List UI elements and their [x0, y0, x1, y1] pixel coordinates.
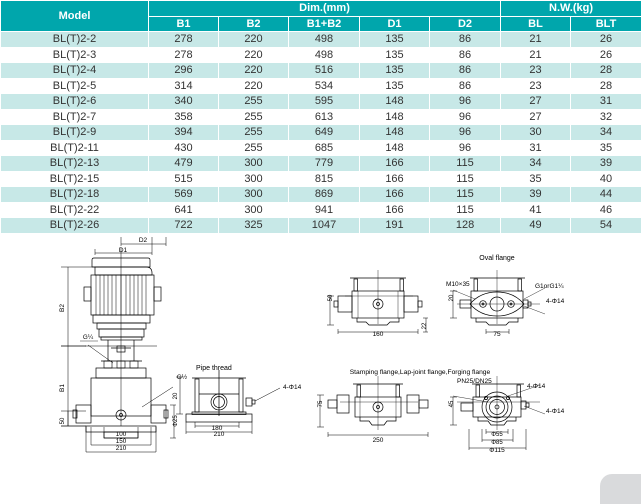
svg-text:160: 160 — [373, 331, 384, 338]
svg-text:Φ115: Φ115 — [489, 447, 505, 454]
svg-text:150: 150 — [116, 438, 127, 445]
svg-text:G½: G½ — [177, 373, 188, 381]
svg-text:20: 20 — [449, 294, 455, 301]
svg-text:B2: B2 — [59, 304, 66, 312]
svg-text:Φ85: Φ85 — [491, 440, 503, 446]
svg-text:4-Φ14: 4-Φ14 — [527, 383, 546, 390]
svg-text:4-Φ14: 4-Φ14 — [283, 384, 302, 391]
svg-text:Φ55: Φ55 — [491, 432, 503, 438]
svg-text:45: 45 — [449, 400, 455, 407]
svg-text:50: 50 — [328, 294, 334, 301]
svg-text:Φ25: Φ25 — [173, 415, 179, 427]
svg-text:75: 75 — [318, 400, 324, 407]
svg-text:Stamping flange,Lap-joint flan: Stamping flange,Lap-joint flange,Forging… — [350, 369, 491, 376]
svg-text:22: 22 — [422, 322, 428, 329]
svg-text:Pipe thread: Pipe thread — [196, 365, 232, 372]
svg-text:D2: D2 — [139, 237, 148, 244]
svg-text:20: 20 — [173, 392, 179, 399]
svg-text:PN25/DN25: PN25/DN25 — [457, 378, 492, 385]
svg-text:50: 50 — [60, 417, 66, 424]
svg-text:75: 75 — [493, 331, 501, 338]
svg-text:210: 210 — [116, 445, 127, 452]
svg-text:4-Φ14: 4-Φ14 — [546, 408, 565, 415]
svg-text:Oval flange: Oval flange — [479, 255, 515, 262]
svg-text:D1: D1 — [119, 247, 128, 254]
svg-text:210: 210 — [214, 431, 225, 438]
svg-text:G¼: G¼ — [83, 334, 94, 341]
svg-text:B1: B1 — [59, 384, 66, 392]
svg-text:G1orG1¼: G1orG1¼ — [535, 283, 564, 290]
svg-text:250: 250 — [373, 437, 384, 444]
svg-text:100: 100 — [116, 431, 127, 438]
svg-text:M10×35: M10×35 — [446, 281, 470, 288]
svg-text:4-Φ14: 4-Φ14 — [546, 298, 565, 305]
